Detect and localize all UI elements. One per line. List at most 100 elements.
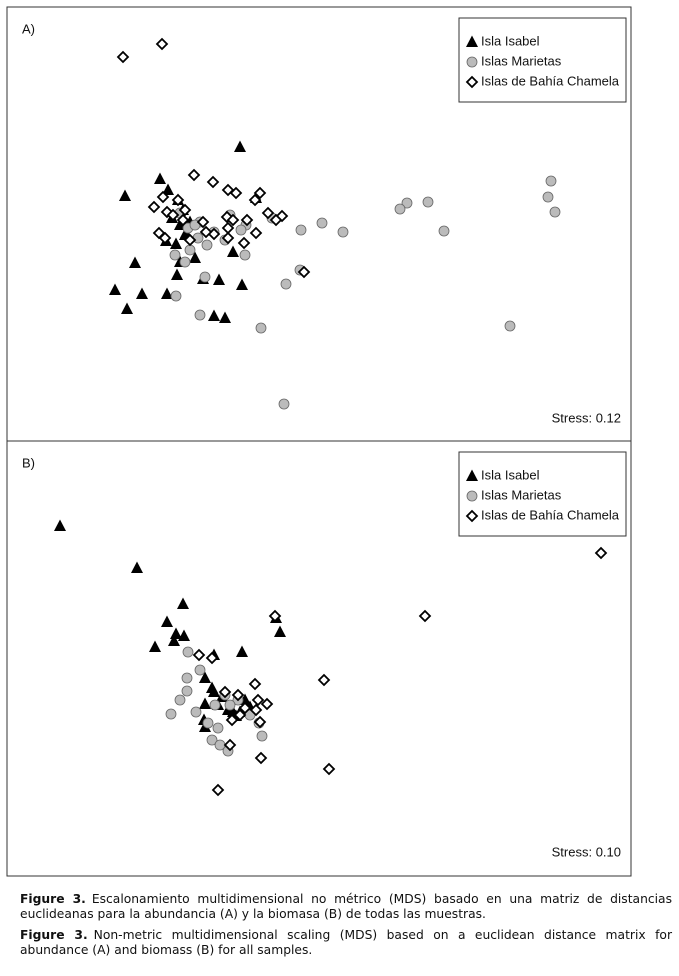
point (253, 186, 267, 200)
figure: A) Stress: 0.12 Isla Isabel Islas Marietas I… (6, 6, 632, 877)
point (226, 213, 240, 227)
point (181, 672, 193, 684)
legend-box (458, 17, 627, 103)
point (169, 249, 181, 261)
point (192, 648, 206, 662)
point (196, 215, 210, 229)
point (179, 256, 191, 268)
point (418, 609, 432, 623)
point (201, 239, 213, 251)
point (162, 183, 174, 195)
point (174, 694, 186, 706)
caption-es: Figure 3. Escalonamiento multidimensional… (20, 892, 672, 922)
caption: Figure 3. Escalonamiento multidimensional… (20, 892, 672, 964)
caption-text: Escalonamiento multidimensional no métri… (20, 892, 672, 921)
point (176, 213, 190, 227)
caption-text: Non-metric multidimensional scaling (MDS… (20, 928, 672, 957)
point (209, 699, 221, 711)
legend-label: Islas de Bahía Chamela (481, 507, 620, 522)
point (194, 664, 206, 676)
point (171, 193, 185, 207)
point (170, 237, 182, 249)
point (233, 708, 247, 722)
point (248, 193, 262, 207)
point (224, 699, 236, 711)
point (208, 685, 220, 697)
point (218, 685, 232, 699)
legend-marker (466, 469, 478, 481)
point (170, 627, 182, 639)
point (594, 546, 608, 560)
point (183, 233, 197, 247)
point (189, 251, 201, 263)
point (316, 217, 328, 229)
point (156, 190, 170, 204)
point (182, 646, 194, 658)
point (187, 168, 201, 182)
point (119, 189, 131, 201)
point (109, 283, 121, 295)
legend-marker (466, 56, 478, 68)
point (131, 561, 143, 573)
point (236, 278, 248, 290)
point (238, 701, 252, 715)
point (255, 322, 267, 334)
point (155, 37, 169, 51)
point (171, 268, 183, 280)
point (121, 302, 133, 314)
point (161, 615, 173, 627)
caption-en: Figure 3. Non-metric multidimensional sca… (20, 928, 672, 958)
point (194, 309, 206, 321)
point (154, 172, 166, 184)
point (422, 196, 434, 208)
point (542, 191, 554, 203)
panel-frame (6, 440, 632, 877)
point (280, 278, 292, 290)
point (229, 186, 243, 200)
point (199, 671, 211, 683)
point (274, 625, 286, 637)
legend-marker (465, 509, 479, 523)
point (129, 256, 141, 268)
point (184, 244, 196, 256)
point (235, 224, 247, 236)
point (236, 645, 248, 657)
point (251, 693, 265, 707)
point (190, 706, 202, 718)
point (202, 717, 214, 729)
point (297, 265, 311, 279)
point (158, 231, 172, 245)
point (317, 673, 331, 687)
point (549, 206, 561, 218)
point (136, 287, 148, 299)
caption-label: Figure 3. (20, 928, 88, 942)
point (231, 688, 245, 702)
point (253, 715, 267, 729)
point (211, 783, 225, 797)
point (206, 734, 218, 746)
point (161, 287, 173, 299)
point (394, 203, 406, 215)
legend-label: Islas Marietas (481, 487, 562, 502)
point (249, 703, 263, 717)
point (54, 519, 66, 531)
point (234, 140, 246, 152)
point (168, 634, 180, 646)
point (170, 290, 182, 302)
point (219, 311, 231, 323)
panel-label: B) (22, 455, 35, 470)
point (212, 722, 224, 734)
point (337, 226, 349, 238)
point (149, 640, 161, 652)
point (401, 197, 413, 209)
point (545, 175, 557, 187)
point (221, 231, 235, 245)
point (239, 249, 251, 261)
stress-label: Stress: 0.12 (552, 410, 621, 425)
point (269, 213, 283, 227)
panel-label: A) (22, 21, 35, 36)
legend-label: Isla Isabel (481, 467, 540, 482)
point (504, 320, 516, 332)
point (178, 629, 190, 641)
